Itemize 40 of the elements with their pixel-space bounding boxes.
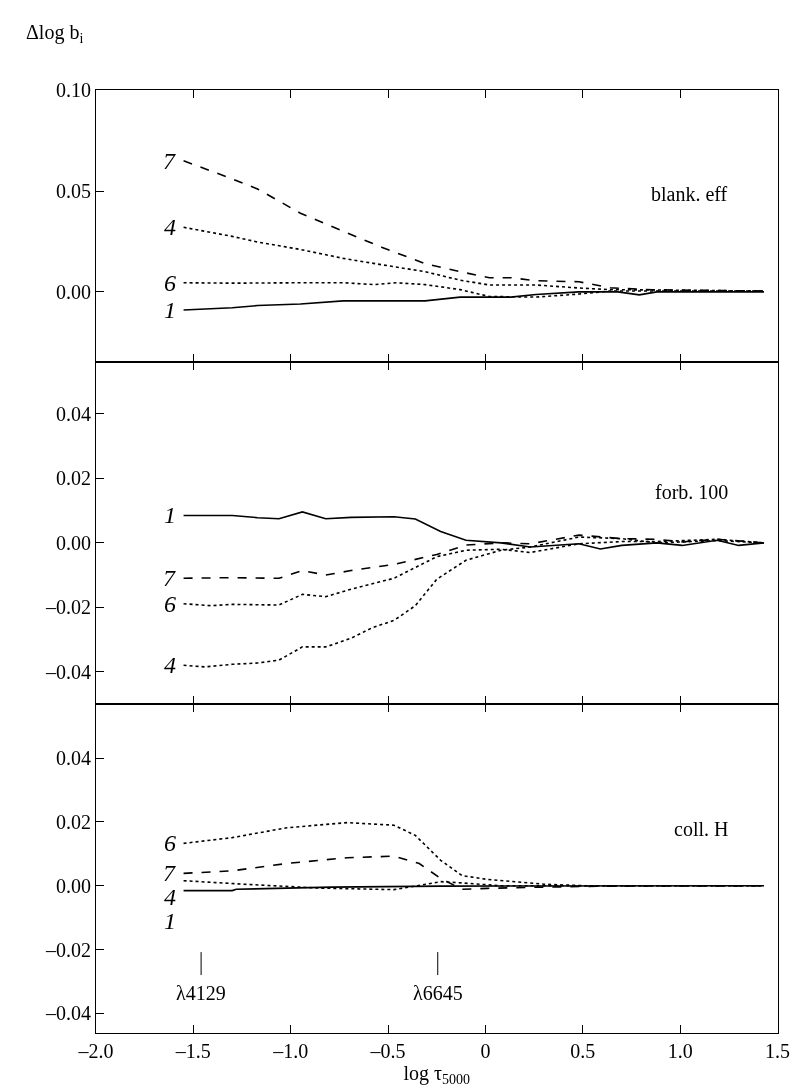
y-tick-label: 0.00	[55, 280, 91, 303]
x-tick-label: 1.0	[667, 1039, 693, 1062]
annotation: coll. H	[674, 818, 729, 840]
y-tick-label: 0.04	[55, 747, 91, 770]
y-tick-label: –0.04	[44, 660, 91, 683]
y-tick-label: 0.04	[55, 402, 91, 425]
y-tick-label: 0.10	[55, 79, 91, 102]
annotation: forb. 100	[655, 481, 729, 503]
y-tick-label: –0.02	[44, 596, 91, 619]
ref-line-label: λ6645	[413, 982, 463, 1004]
annotation: blank. eff	[651, 183, 728, 205]
series-label: 6	[164, 270, 176, 296]
series-label: 7	[163, 860, 176, 886]
x-tick-label: 0.5	[570, 1039, 596, 1062]
y-axis-title: Δlog b$_{i}$	[26, 21, 84, 47]
y-tick-label: 0.00	[55, 874, 91, 897]
series-label: 7	[163, 565, 176, 591]
y-tick-label: 0.05	[55, 180, 91, 203]
series-label: 1	[164, 297, 176, 323]
x-tick-label: 0	[480, 1039, 491, 1062]
series-label: 1	[164, 908, 176, 934]
y-tick-label: 0.02	[55, 811, 91, 833]
x-tick-label: –2.0	[77, 1039, 114, 1062]
x-tick-label: –1.5	[174, 1039, 211, 1062]
ref-line-label: λ4129	[176, 982, 226, 1004]
y-tick-label: 0.02	[55, 467, 91, 490]
series-label: 6	[164, 591, 176, 617]
y-tick-label: –0.04	[44, 1002, 91, 1025]
series-label: 6	[164, 830, 176, 856]
x-tick-label: –1.0	[272, 1039, 309, 1062]
series-label: 4	[164, 652, 176, 678]
series-label: 1	[164, 502, 176, 528]
y-tick-label: 0.00	[55, 531, 91, 554]
series-label: 4	[164, 214, 176, 240]
x-tick-label: –0.5	[369, 1039, 406, 1062]
y-tick-label: –0.02	[44, 938, 91, 961]
series-label: 4	[164, 884, 176, 910]
x-tick-label: 1.5	[765, 1039, 791, 1062]
series-label: 7	[163, 148, 176, 174]
x-axis-title: log τ$_{5000}$	[403, 1061, 471, 1087]
